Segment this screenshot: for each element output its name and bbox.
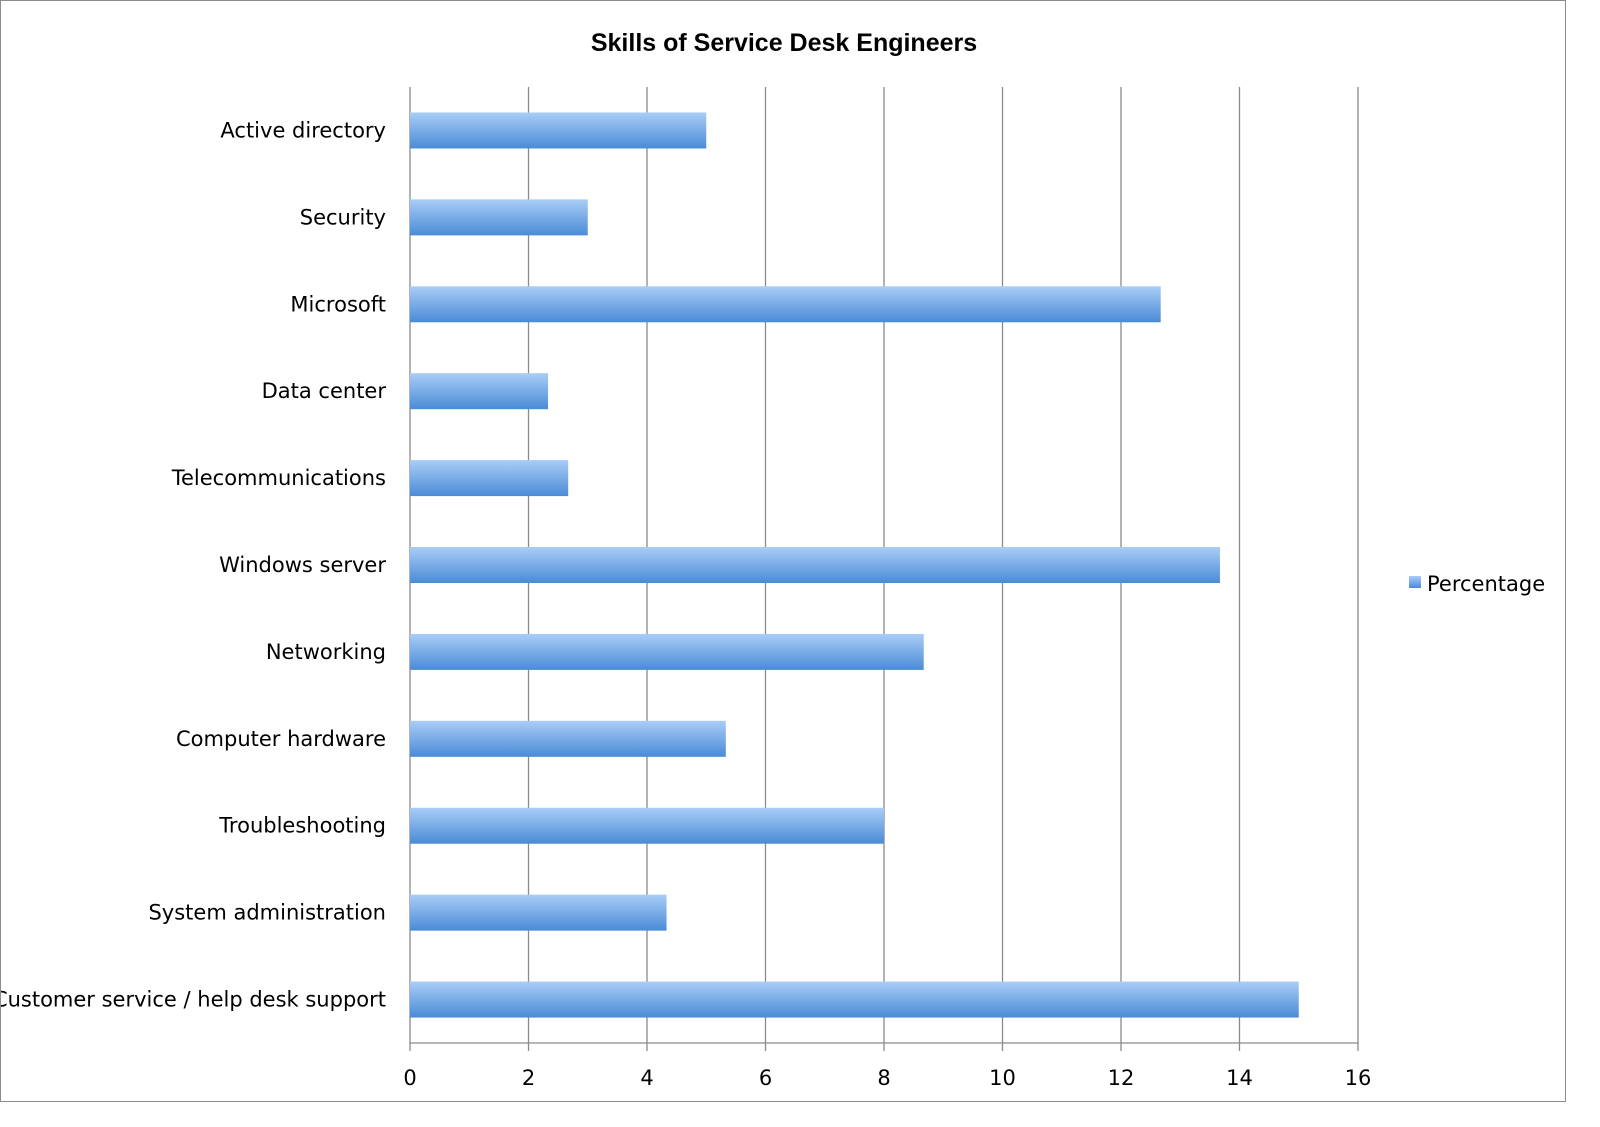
bar-active-directory (410, 112, 707, 149)
bar-layer (410, 112, 1299, 1018)
x-tick-label-14: 14 (1226, 1066, 1253, 1090)
legend: Percentage (1409, 572, 1545, 596)
bar-system-administration (410, 894, 667, 931)
category-label-customer-service-help-desk-support: Customer service / help desk support (1, 988, 386, 1012)
category-label-windows-server: Windows server (219, 553, 386, 577)
category-label-layer: Active directory Security Microsoft Data ce… (1, 118, 386, 1011)
category-label-microsoft: Microsoft (290, 292, 386, 316)
x-tick-label-10: 10 (989, 1066, 1016, 1090)
chart-svg: Skills of Service Desk Engineers Active … (1, 29, 1545, 1090)
bar-data-center (410, 373, 549, 410)
bar-troubleshooting (410, 807, 884, 844)
category-label-telecommunications: Telecommunications (171, 466, 386, 490)
category-label-networking: Networking (266, 640, 386, 664)
category-label-security: Security (300, 205, 386, 229)
chart-frame: Skills of Service Desk Engineers Active … (0, 0, 1566, 1102)
x-tick-label-6: 6 (759, 1066, 772, 1090)
category-label-system-administration: System administration (148, 901, 386, 925)
bar-computer-hardware (410, 720, 726, 757)
x-tick-label-4: 4 (640, 1066, 653, 1090)
category-label-active-directory: Active directory (220, 118, 386, 142)
chart-title: Skills of Service Desk Engineers (591, 29, 977, 57)
bar-networking (410, 633, 924, 670)
category-label-troubleshooting: Troubleshooting (218, 814, 386, 838)
x-tick-label-2: 2 (522, 1066, 535, 1090)
category-label-data-center: Data center (262, 379, 387, 403)
category-label-computer-hardware: Computer hardware (176, 727, 386, 751)
legend-swatch (1409, 576, 1421, 588)
bar-customer-service-help-desk-support (410, 981, 1299, 1018)
x-tick-label-0: 0 (403, 1066, 416, 1090)
bar-security (410, 199, 588, 236)
x-tick-label-12: 12 (1108, 1066, 1135, 1090)
x-tick-label-8: 8 (877, 1066, 890, 1090)
legend-label: Percentage (1427, 572, 1545, 596)
x-tick-label-16: 16 (1345, 1066, 1372, 1090)
bar-microsoft (410, 286, 1161, 323)
bar-windows-server (410, 547, 1220, 583)
tick-label-layer: 0 2 4 6 8 10 12 14 16 (403, 1066, 1371, 1090)
bar-telecommunications (410, 460, 569, 497)
